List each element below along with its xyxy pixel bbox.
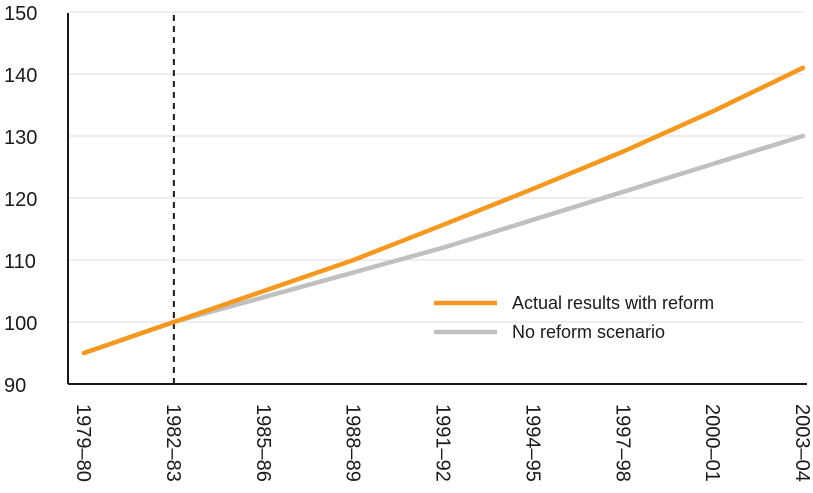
gridlines [68,11,803,323]
legend-label-0: Actual results with reform [512,293,714,313]
series-line-1 [81,133,806,356]
legend: Actual results with reform No reform scen… [434,293,714,342]
x-tick-label: 1997–98 [611,404,633,482]
x-tick-label: 1985–86 [252,404,274,482]
y-tick-labels: 90 100 110 120 130 140 150 [4,3,37,397]
x-tick-label: 2000–01 [701,404,723,482]
x-tick-label: 1988–89 [342,404,364,482]
x-tick-label: 2003–04 [791,404,813,482]
y-tick-label: 130 [4,127,37,149]
y-tick-label: 120 [4,189,37,211]
x-tick-label: 1979–80 [72,404,94,482]
y-tick-label: 140 [4,65,37,87]
x-tick-label: 1991–92 [432,404,454,482]
x-tick-label: 1982–83 [162,404,184,482]
y-tick-label: 110 [4,251,36,273]
x-tick-labels: 1979–80 1982–83 1985–86 1988–89 1991–92 1994–… [72,404,813,482]
axes [67,13,807,385]
legend-label-1: No reform scenario [512,322,665,342]
series-lines [81,65,806,356]
x-tick-label: 1994–95 [521,404,543,482]
y-tick-label: 100 [4,313,37,335]
y-tick-label: 150 [4,3,37,25]
y-tick-label: 90 [4,375,26,397]
